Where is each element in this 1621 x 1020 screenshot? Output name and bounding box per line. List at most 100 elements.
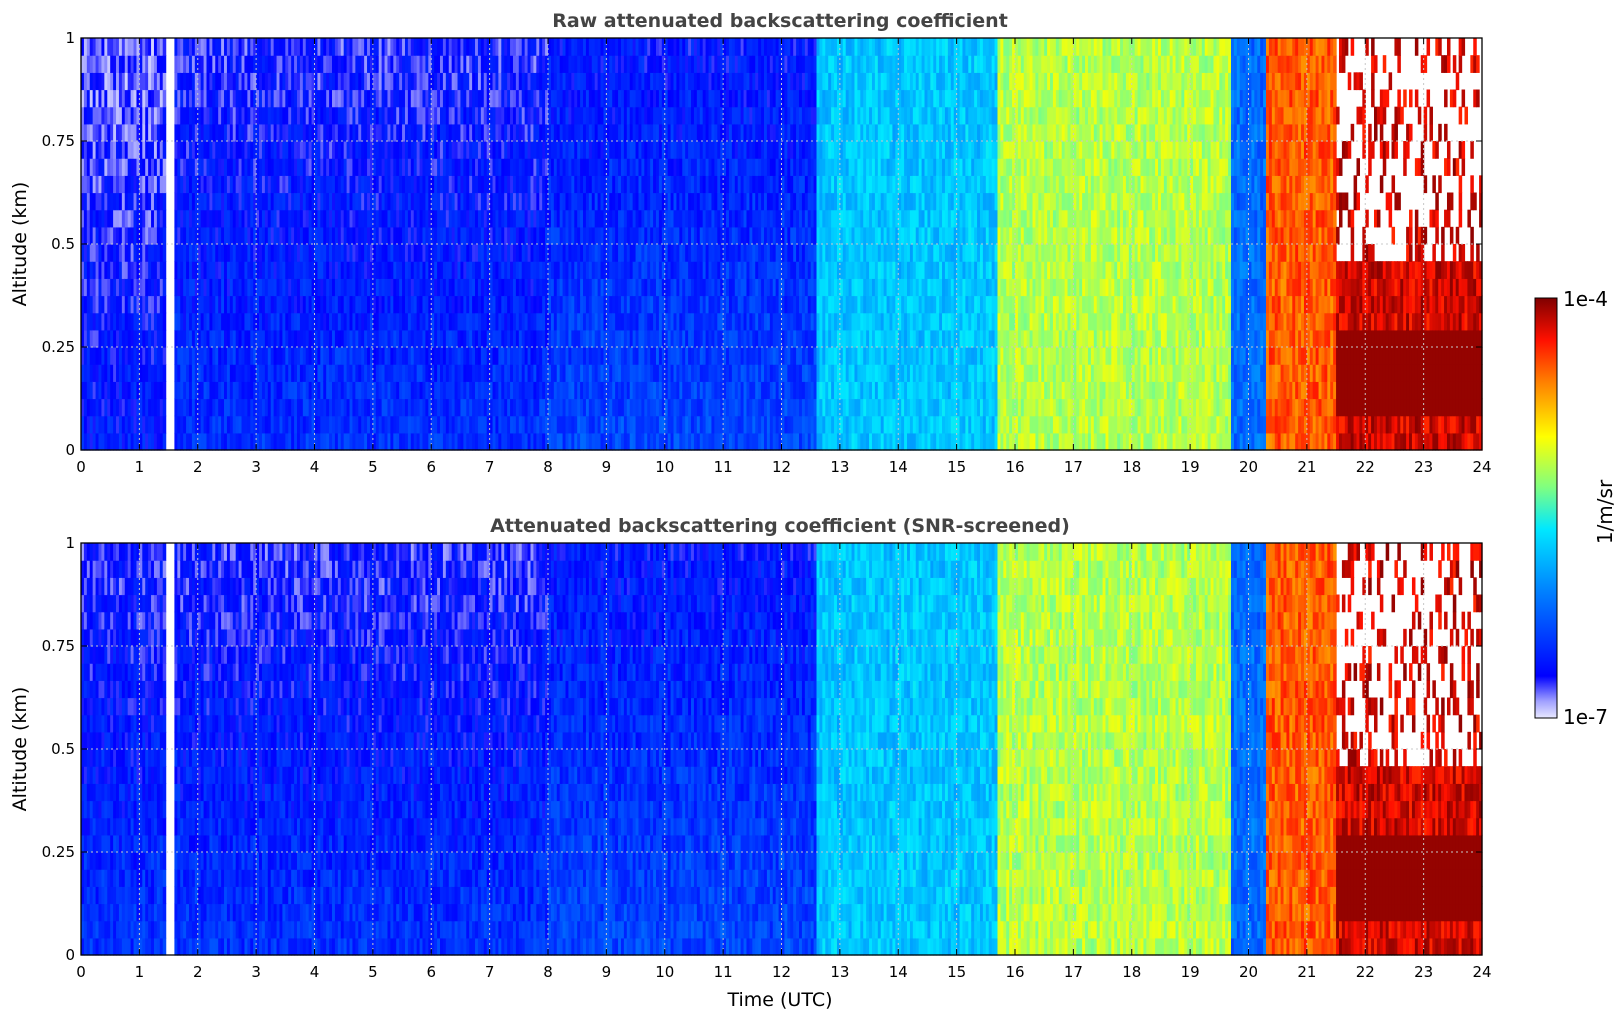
heatmap-cell bbox=[337, 312, 342, 331]
heatmap-cell bbox=[568, 415, 572, 434]
heatmap-cell bbox=[524, 312, 529, 331]
heatmap-cell bbox=[518, 209, 523, 228]
heatmap-cell bbox=[618, 364, 622, 382]
heatmap-cell bbox=[533, 141, 537, 159]
heatmap-cell bbox=[142, 261, 146, 279]
heatmap-cell bbox=[612, 415, 616, 434]
heatmap-cell bbox=[226, 55, 231, 73]
heatmap-cell bbox=[81, 398, 85, 417]
heatmap-cell bbox=[644, 278, 648, 297]
heatmap-cell bbox=[457, 158, 462, 176]
heatmap-cell bbox=[133, 415, 138, 434]
heatmap-cell bbox=[518, 432, 523, 451]
heatmap-cell bbox=[451, 141, 456, 159]
heatmap-cell bbox=[291, 278, 295, 297]
heatmap-cell bbox=[618, 123, 622, 142]
heatmap-cell bbox=[515, 398, 520, 417]
heatmap-cell bbox=[203, 261, 208, 279]
heatmap-cell bbox=[212, 192, 216, 211]
heatmap-cell bbox=[580, 312, 584, 331]
heatmap-cell bbox=[434, 72, 438, 91]
heatmap-cell bbox=[261, 244, 266, 262]
heatmap-cell bbox=[638, 432, 642, 451]
heatmap-cell bbox=[282, 329, 286, 348]
heatmap-cell bbox=[399, 192, 403, 211]
heatmap-cell bbox=[416, 415, 421, 434]
heatmap-cell bbox=[393, 347, 397, 365]
heatmap-cell bbox=[577, 329, 581, 348]
heatmap-cell bbox=[457, 347, 462, 365]
heatmap-cell bbox=[495, 329, 499, 348]
heatmap-cell bbox=[521, 89, 526, 108]
heatmap-cell bbox=[571, 329, 575, 348]
heatmap-cell bbox=[148, 278, 152, 297]
heatmap-cell bbox=[480, 415, 485, 434]
heatmap-cell bbox=[437, 347, 441, 365]
heatmap-cell bbox=[224, 141, 228, 159]
heatmap-cell bbox=[410, 278, 415, 297]
heatmap-cell bbox=[527, 432, 532, 451]
heatmap-cell bbox=[267, 55, 272, 73]
heatmap-cell bbox=[288, 432, 292, 451]
heatmap-cell bbox=[527, 226, 532, 245]
heatmap-cell bbox=[294, 175, 298, 194]
heatmap-cell bbox=[206, 38, 211, 56]
heatmap-cell bbox=[206, 141, 211, 159]
heatmap-cell bbox=[151, 415, 155, 434]
heatmap-cell bbox=[352, 55, 356, 73]
heatmap-cell bbox=[162, 278, 167, 297]
heatmap-cell bbox=[518, 261, 523, 279]
heatmap-cell bbox=[451, 295, 456, 314]
heatmap-cell bbox=[296, 123, 301, 142]
heatmap-cell bbox=[571, 278, 575, 297]
heatmap-cell bbox=[530, 209, 535, 228]
heatmap-cell bbox=[437, 209, 441, 228]
heatmap-cell bbox=[512, 106, 517, 125]
heatmap-cell bbox=[329, 192, 333, 211]
heatmap-cell bbox=[107, 244, 111, 262]
heatmap-cell bbox=[203, 329, 208, 348]
heatmap-cell bbox=[349, 123, 354, 142]
heatmap-cell bbox=[527, 175, 532, 194]
heatmap-cell bbox=[431, 261, 435, 279]
heatmap-cell bbox=[145, 261, 149, 279]
heatmap-cell bbox=[221, 192, 225, 211]
heatmap-cell bbox=[437, 141, 441, 159]
heatmap-cell bbox=[510, 192, 514, 211]
heatmap-cell bbox=[261, 295, 266, 314]
heatmap-cell bbox=[156, 175, 161, 194]
heatmap-cell bbox=[151, 106, 155, 125]
heatmap-cell bbox=[142, 295, 146, 314]
heatmap-cell bbox=[156, 312, 161, 331]
heatmap-cell bbox=[334, 364, 339, 382]
heatmap-cell bbox=[583, 89, 587, 108]
heatmap-cell bbox=[299, 38, 304, 56]
heatmap-cell bbox=[188, 175, 193, 194]
heatmap-cell bbox=[203, 72, 208, 91]
heatmap-cell bbox=[501, 381, 505, 400]
heatmap-cell bbox=[323, 123, 327, 142]
heatmap-cell bbox=[291, 175, 295, 194]
heatmap-cell bbox=[159, 312, 164, 331]
heatmap-cell bbox=[86, 261, 91, 279]
heatmap-cell bbox=[299, 364, 304, 382]
heatmap-cell bbox=[241, 141, 246, 159]
heatmap-cell bbox=[504, 347, 508, 365]
heatmap-cell bbox=[553, 55, 558, 73]
heatmap-cell bbox=[641, 329, 645, 348]
heatmap-cell bbox=[644, 141, 648, 159]
heatmap-cell bbox=[372, 364, 377, 382]
heatmap-cell bbox=[305, 278, 310, 297]
heatmap-cell bbox=[472, 312, 476, 331]
heatmap-cell bbox=[200, 158, 205, 176]
heatmap-cell bbox=[416, 141, 421, 159]
heatmap-cell bbox=[591, 415, 596, 434]
heatmap-cell bbox=[609, 192, 613, 211]
heatmap-cell bbox=[276, 141, 281, 159]
heatmap-cell bbox=[148, 141, 152, 159]
heatmap-cell bbox=[308, 398, 313, 417]
heatmap-cell bbox=[466, 295, 470, 314]
heatmap-cell bbox=[276, 72, 281, 91]
heatmap-cell bbox=[632, 89, 637, 108]
heatmap-cell bbox=[492, 295, 497, 314]
